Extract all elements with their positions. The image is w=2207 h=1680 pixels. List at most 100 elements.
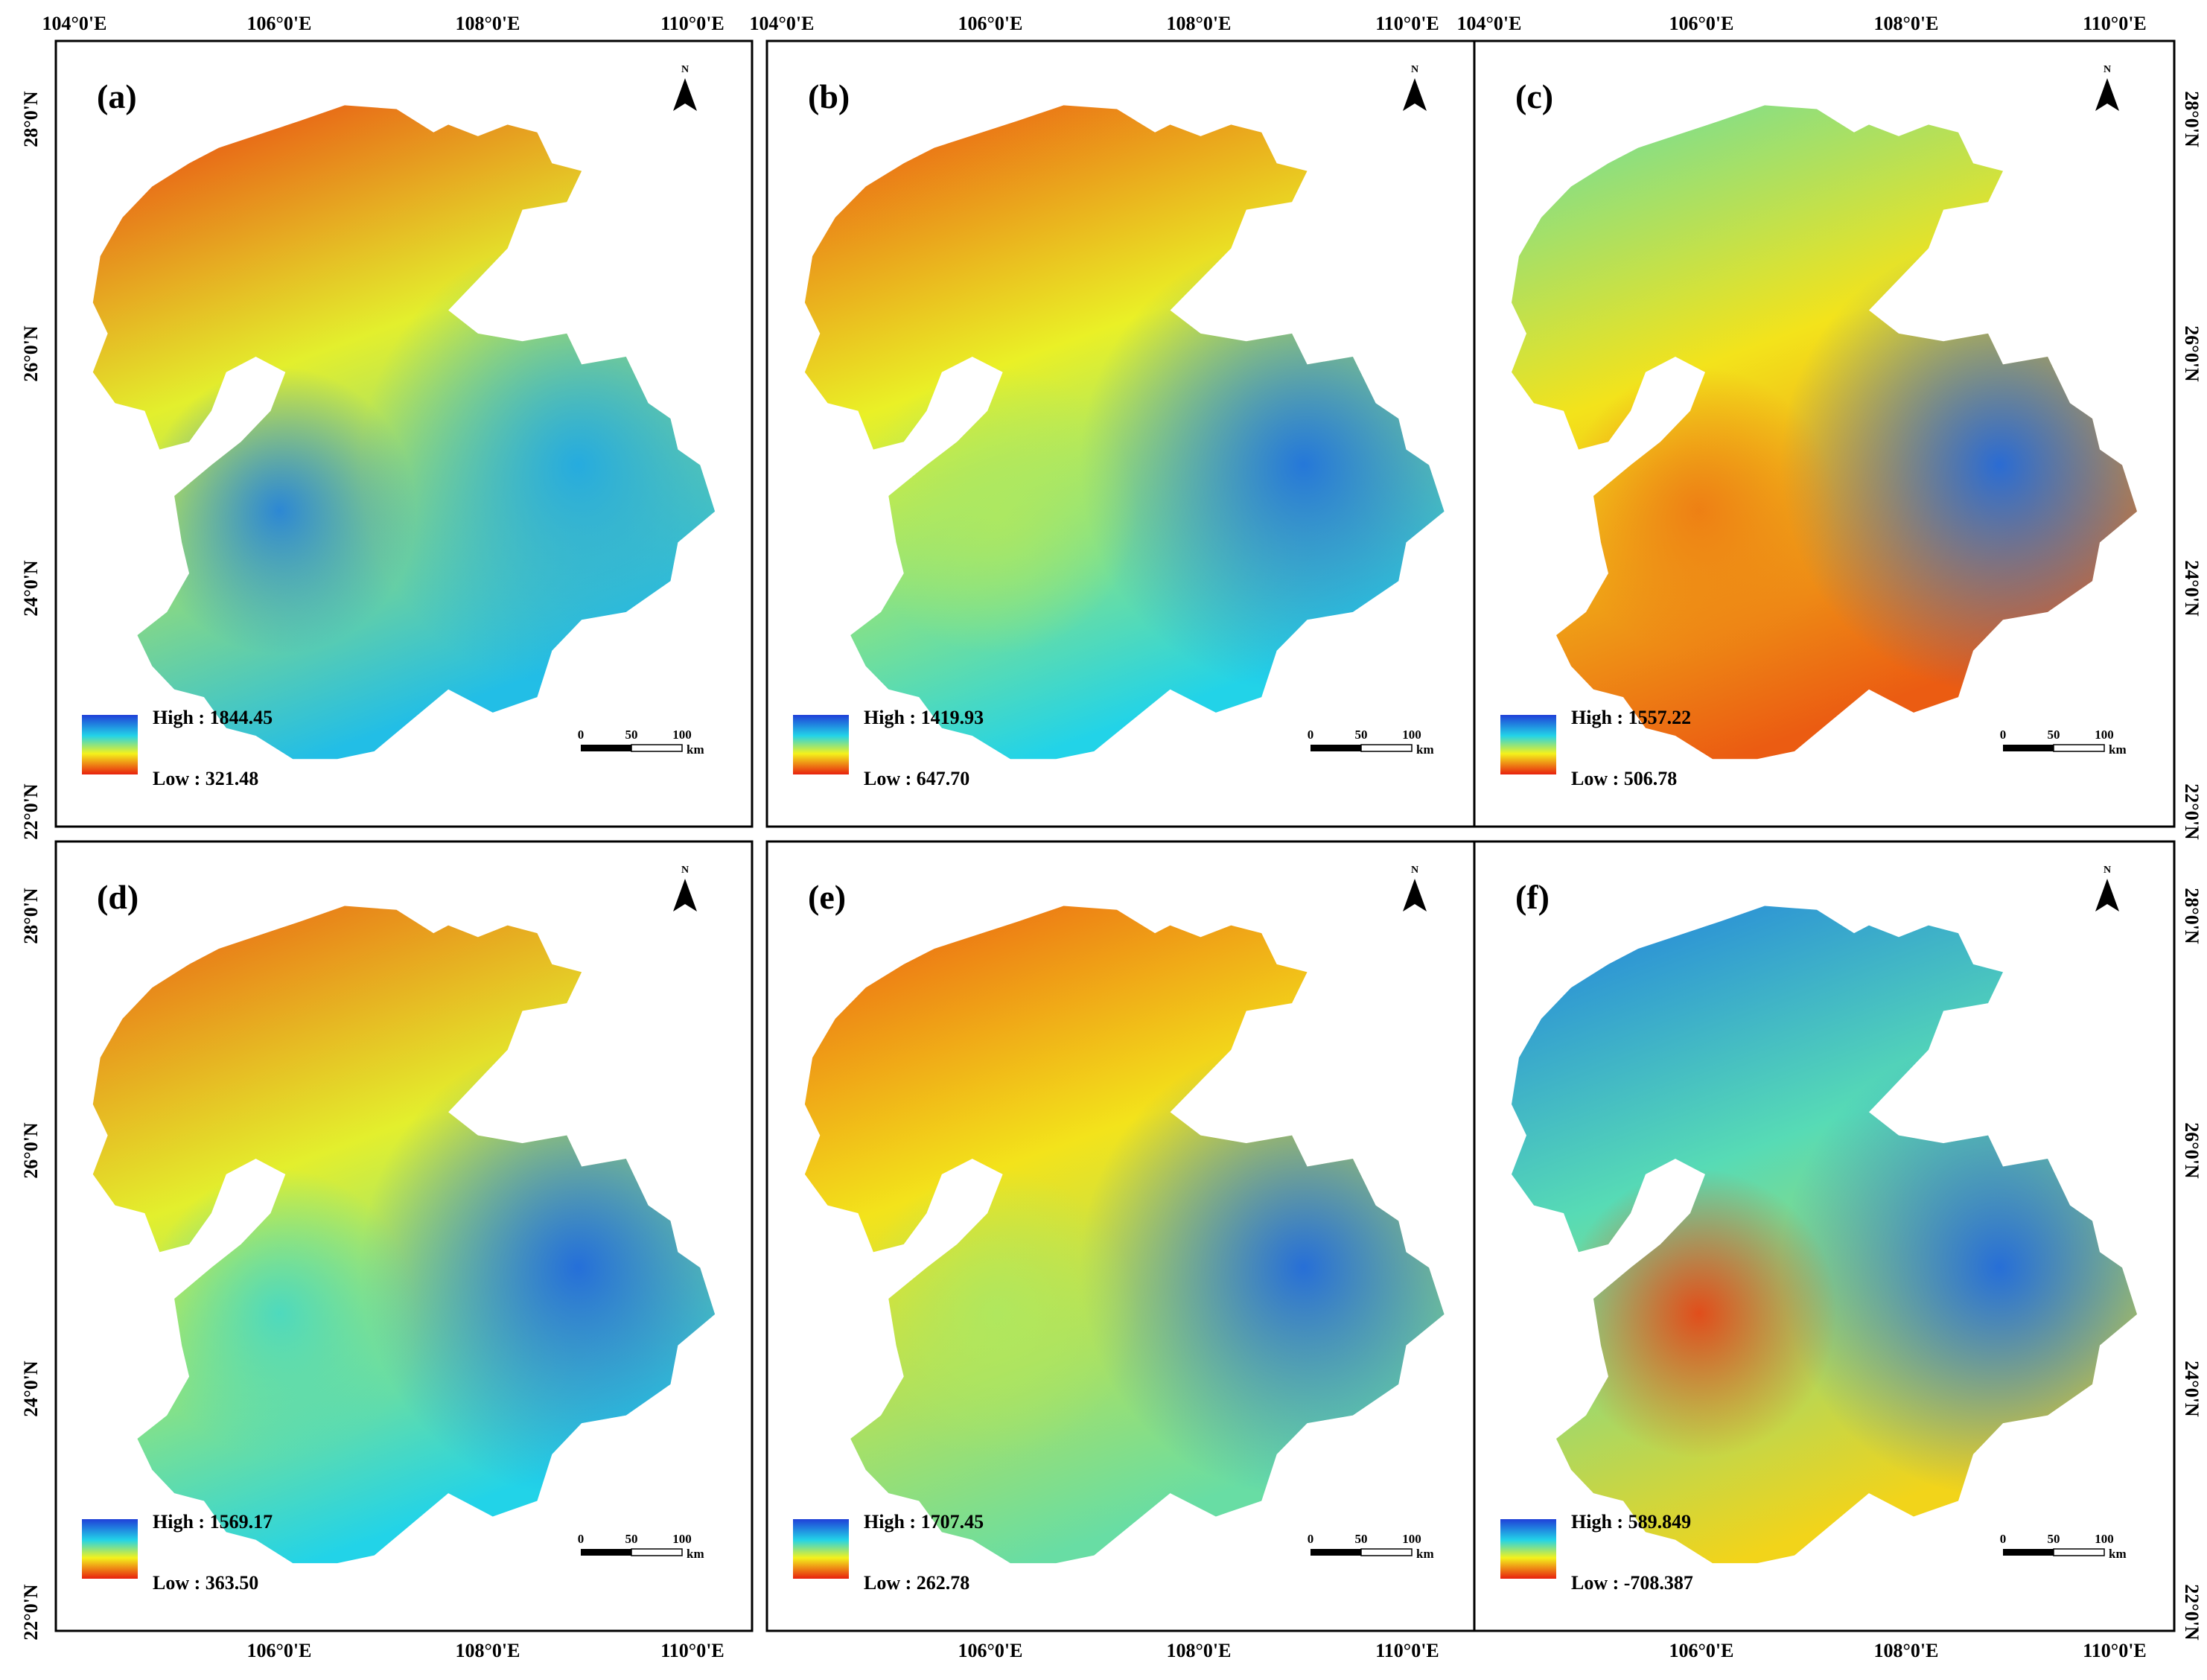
scale-unit-label: km — [2109, 742, 2127, 757]
scale-tick-label: 100 — [1402, 1532, 1421, 1546]
legend-color-bar — [1500, 715, 1556, 774]
top-axis-tick-label: 106°0'E — [958, 13, 1023, 34]
north-arrow-icon: N — [673, 865, 697, 911]
scale-tick-label: 50 — [2048, 728, 2060, 742]
scale-tick-label: 50 — [625, 1532, 638, 1546]
scale-tick-label: 0 — [578, 1532, 585, 1546]
panel-label: (e) — [808, 878, 846, 916]
bottom-axis-tick-label: 106°0'E — [958, 1640, 1023, 1661]
scale-tick-label: 0 — [2000, 728, 2007, 742]
top-axis-tick-label: 104°0'E — [42, 13, 107, 34]
top-axis-tick-label: 108°0'E — [1874, 13, 1939, 34]
scale-unit-label: km — [2109, 1547, 2127, 1561]
right-axis-tick-label: 24°0'N — [2181, 560, 2203, 617]
scale-tick-label: 50 — [1355, 728, 1368, 742]
north-label: N — [2104, 64, 2111, 75]
right-axis-tick-label: 28°0'N — [2181, 91, 2203, 147]
scale-tick-label: 0 — [1308, 1532, 1314, 1546]
top-axis-tick-label: 106°0'E — [1669, 13, 1734, 34]
north-label: N — [1411, 865, 1418, 876]
top-axis-tick-label: 110°0'E — [2083, 13, 2147, 34]
right-axis-tick-label: 24°0'N — [2181, 1361, 2203, 1417]
scale-tick-label: 50 — [2048, 1532, 2060, 1546]
legend: High : 1707.45 Low : 262.78 — [793, 1511, 984, 1594]
legend-color-bar — [793, 715, 849, 774]
top-axis-tick-label: 104°0'E — [750, 13, 815, 34]
left-axis-tick-label: 22°0'N — [20, 783, 42, 840]
north-arrow-icon: N — [2095, 64, 2119, 111]
legend-color-bar — [82, 1519, 138, 1579]
scale-unit-label: km — [1416, 742, 1434, 757]
left-axis-tick-label: 28°0'N — [20, 91, 42, 147]
panel-label: (c) — [1515, 77, 1553, 115]
legend-high-label: High : 1419.93 — [864, 707, 984, 728]
scale-unit-label: km — [687, 742, 704, 757]
bottom-axis-tick-label: 110°0'E — [1375, 1640, 1439, 1661]
scale-tick-label: 100 — [672, 728, 692, 742]
scale-tick-label: 50 — [625, 728, 638, 742]
legend: High : 589.849 Low : -708.387 — [1500, 1511, 1693, 1594]
panel-label: (b) — [808, 77, 850, 115]
top-axis-tick-label: 108°0'E — [456, 13, 520, 34]
right-axis-tick-label: 26°0'N — [2181, 325, 2203, 382]
legend-color-bar — [82, 715, 138, 774]
left-axis-tick-label: 28°0'N — [20, 888, 42, 944]
north-arrow-icon: N — [673, 64, 697, 111]
legend-low-label: Low : 262.78 — [864, 1572, 969, 1594]
top-axis-tick-label: 110°0'E — [660, 13, 724, 34]
scale-unit-label: km — [687, 1547, 704, 1561]
scale-tick-label: 100 — [2095, 728, 2114, 742]
legend-low-label: Low : 647.70 — [864, 768, 969, 789]
legend: High : 1569.17 Low : 363.50 — [82, 1511, 273, 1594]
left-axis-tick-label: 22°0'N — [20, 1584, 42, 1641]
scale-tick-label: 0 — [2000, 1532, 2007, 1546]
north-label: N — [681, 865, 689, 876]
legend-low-label: Low : -708.387 — [1571, 1572, 1693, 1594]
panel-label: (f) — [1515, 878, 1550, 916]
left-axis-tick-label: 26°0'N — [20, 325, 42, 382]
legend-color-bar — [1500, 1519, 1556, 1579]
north-label: N — [2104, 865, 2111, 876]
legend: High : 1844.45 Low : 321.48 — [82, 707, 273, 789]
north-label: N — [1411, 64, 1418, 75]
top-axis-tick-label: 106°0'E — [247, 13, 312, 34]
north-arrow-icon: N — [2095, 865, 2119, 911]
legend: High : 1419.93 Low : 647.70 — [793, 707, 984, 789]
legend-high-label: High : 1557.22 — [1571, 707, 1691, 728]
legend-high-label: High : 1844.45 — [153, 707, 273, 728]
north-arrow-icon: N — [1403, 865, 1427, 911]
panel-label: (a) — [97, 77, 137, 115]
scale-tick-label: 100 — [2095, 1532, 2114, 1546]
panel-label: (d) — [97, 878, 138, 916]
scale-tick-label: 100 — [672, 1532, 692, 1546]
legend-high-label: High : 1707.45 — [864, 1511, 984, 1533]
legend-low-label: Low : 321.48 — [153, 768, 258, 789]
top-axis-tick-label: 108°0'E — [1167, 13, 1232, 34]
legend-high-label: High : 589.849 — [1571, 1511, 1691, 1533]
bottom-axis-tick-label: 106°0'E — [1669, 1640, 1734, 1661]
axis-labels: 104°0'E 106°0'E 108°0'E 110°0'E 104°0'E 106°0… — [20, 13, 2203, 1661]
bottom-axis-tick-label: 108°0'E — [456, 1640, 520, 1661]
scale-tick-label: 0 — [578, 728, 585, 742]
left-axis-tick-label: 24°0'N — [20, 560, 42, 617]
legend: High : 1557.22 Low : 506.78 — [1500, 707, 1691, 789]
scale-unit-label: km — [1416, 1547, 1434, 1561]
top-axis-tick-label: 104°0'E — [1457, 13, 1522, 34]
bottom-axis-tick-label: 110°0'E — [2083, 1640, 2147, 1661]
scale-tick-label: 0 — [1308, 728, 1314, 742]
bottom-axis-tick-label: 106°0'E — [247, 1640, 312, 1661]
right-axis-tick-label: 22°0'N — [2181, 783, 2203, 840]
